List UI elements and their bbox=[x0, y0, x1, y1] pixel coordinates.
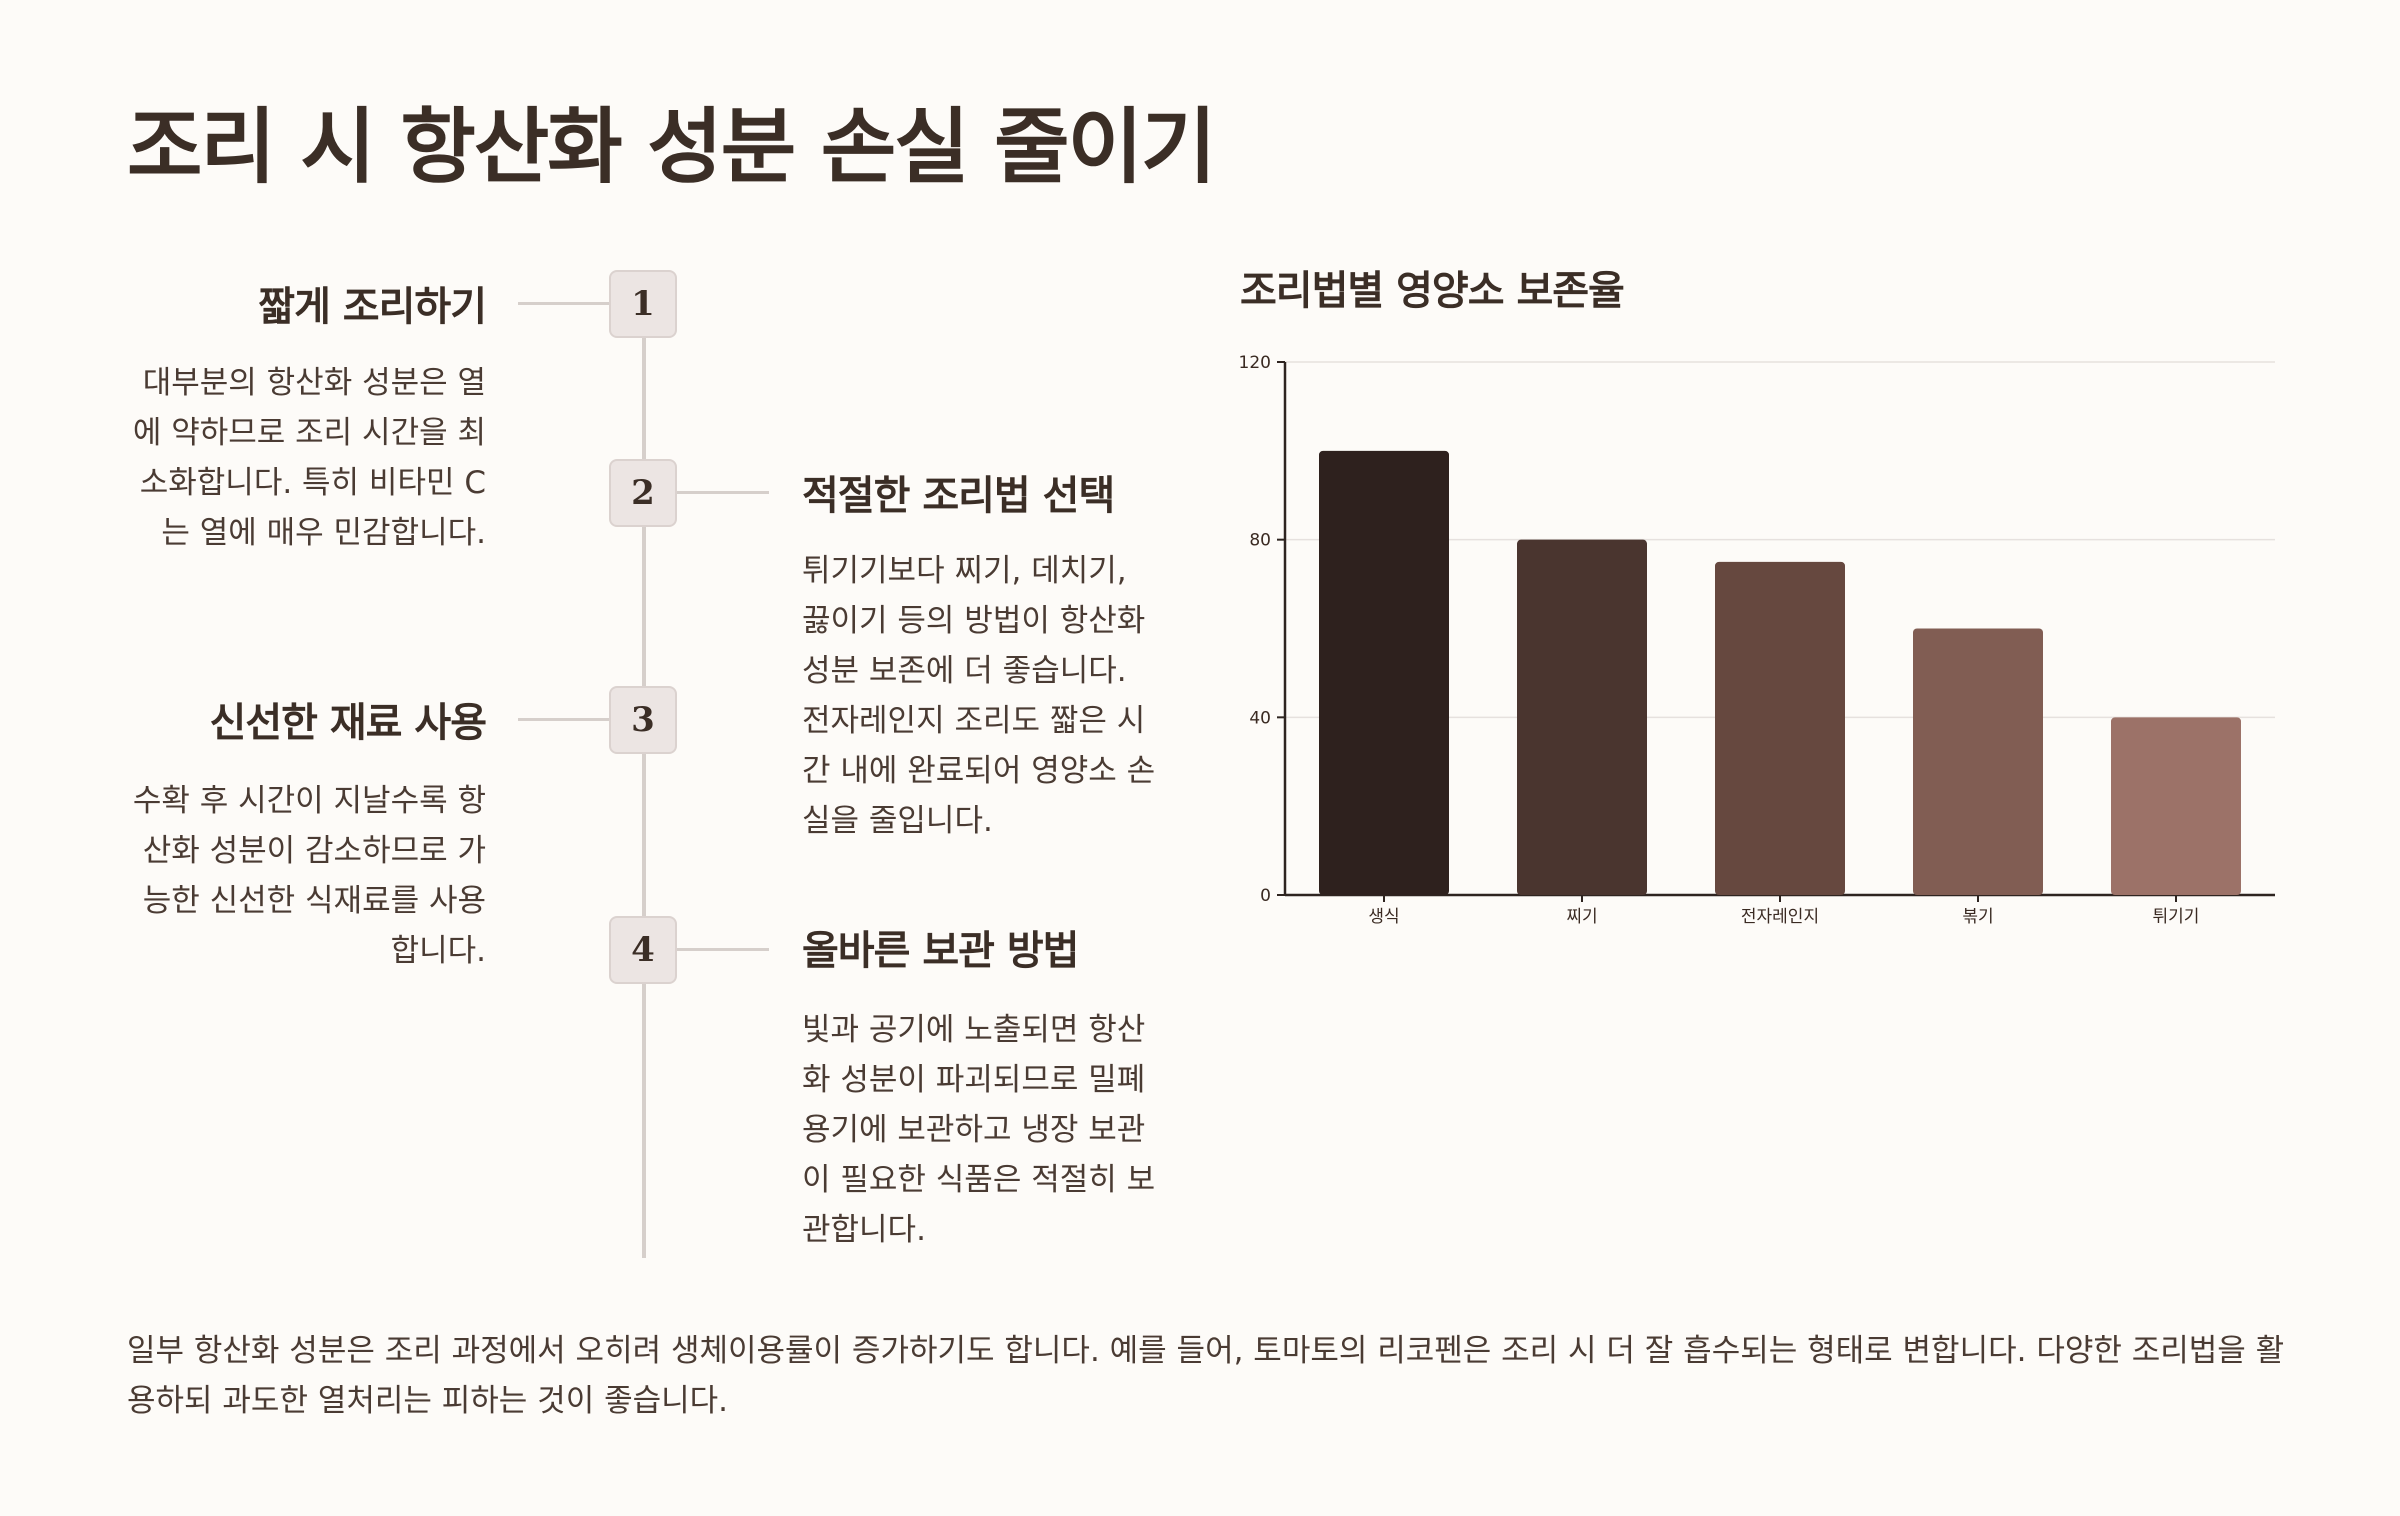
y-tick-label: 120 bbox=[1239, 353, 1271, 373]
step-4-connector bbox=[677, 948, 769, 951]
bar-chart: 0 40 80 120 생식 찌기 전자레인지 볶기 튀기기 bbox=[1239, 353, 2275, 927]
step-2-connector bbox=[677, 491, 769, 494]
bar-생식 bbox=[1319, 450, 1449, 895]
x-tick-label: 찌기 bbox=[1566, 907, 1597, 927]
chart-title: 조리법별 영양소 보존율 bbox=[1240, 268, 1625, 314]
step-2-marker: 2 bbox=[609, 459, 677, 527]
y-tick-label: 0 bbox=[1260, 886, 1271, 906]
step-1-marker: 1 bbox=[609, 270, 677, 338]
x-tick-label: 볶기 bbox=[1962, 907, 1993, 927]
footer-note: 일부 항산화 성분은 조리 과정에서 오히려 생체이용률이 증가하기도 합니다.… bbox=[127, 1333, 2285, 1419]
step-4-title: 올바른 보관 방법 bbox=[802, 928, 1079, 974]
bar-전자레인지 bbox=[1715, 561, 1845, 895]
step-1-description: 대부분의 항산화 성분은 열에 약하므로 조리 시간을 최소화합니다. 특히 비… bbox=[132, 365, 486, 551]
step-3-description: 수확 후 시간이 지날수록 항산화 성분이 감소하므로 가능한 신선한 식재료를… bbox=[132, 783, 486, 969]
step-2-description: 튀기기보다 찌기, 데치기, 끓이기 등의 방법이 항산화 성분 보존에 더 좋… bbox=[802, 553, 1156, 839]
page-title: 조리 시 항산화 성분 손실 줄이기 bbox=[127, 100, 1216, 195]
y-tick-label: 80 bbox=[1249, 531, 1271, 551]
bar-볶기 bbox=[1913, 628, 2043, 895]
bar-찌기 bbox=[1517, 539, 1647, 895]
step-2-title: 적절한 조리법 선택 bbox=[802, 473, 1115, 519]
x-tick-label: 전자레인지 bbox=[1741, 907, 1819, 927]
bar-튀기기 bbox=[2111, 717, 2241, 895]
step-4-description: 빛과 공기에 노출되면 항산화 성분이 파괴되므로 밀폐용기에 보관하고 냉장 … bbox=[802, 1012, 1156, 1248]
step-1-connector bbox=[518, 302, 610, 305]
step-3-title: 신선한 재료 사용 bbox=[209, 700, 487, 746]
timeline-line bbox=[642, 300, 646, 1258]
step-3-connector bbox=[518, 718, 610, 721]
step-1-title: 짧게 조리하기 bbox=[258, 284, 487, 330]
step-4-marker: 4 bbox=[609, 916, 677, 984]
x-tick-label: 튀기기 bbox=[2153, 907, 2200, 927]
x-tick-label: 생식 bbox=[1368, 907, 1399, 927]
step-3-marker: 3 bbox=[609, 686, 677, 754]
y-tick-label: 40 bbox=[1249, 708, 1271, 728]
